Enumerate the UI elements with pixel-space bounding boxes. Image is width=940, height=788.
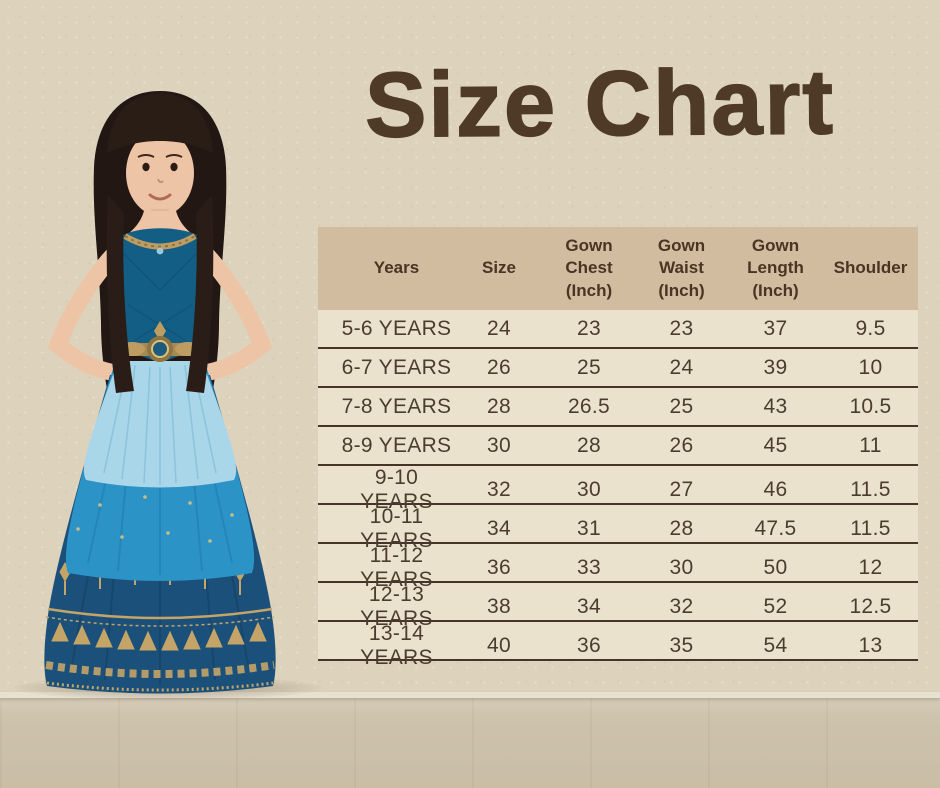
header-cell-chest: Gown Chest (Inch) [565, 236, 613, 300]
size-chart-table: Years Size Gown Chest (Inch) Gown Waist … [318, 227, 918, 669]
cell-chest: 33 [577, 556, 601, 579]
cell-years: 6-7 YEARS [341, 355, 452, 379]
cell-years: 8-9 YEARS [341, 433, 452, 457]
cell-size: 26 [487, 355, 511, 379]
cell-length: 50 [763, 556, 788, 579]
cell-shoulder: 11 [859, 433, 882, 457]
cell-length: 37 [763, 316, 788, 340]
cell-years: 9-10 YEARS [360, 466, 433, 513]
cell-length: 39 [763, 355, 788, 379]
cell-length: 47.5 [754, 517, 797, 540]
cell-waist: 27 [669, 478, 694, 501]
gown-skirt-light [83, 361, 237, 488]
table-row: 10-11 YEARS 34 31 28 47.5 11.5 [318, 505, 918, 552]
cell-shoulder: 12 [858, 556, 883, 579]
cell-size: 38 [487, 595, 511, 618]
cell-years: 7-8 YEARS [341, 394, 452, 418]
table-row: 11-12 YEARS 36 33 30 50 12 [318, 544, 918, 591]
table-row: 9-10 YEARS 32 30 27 46 11.5 [318, 466, 918, 513]
cell-years: 13-14 YEARS [360, 622, 433, 669]
cell-waist: 32 [669, 595, 694, 618]
cell-years: 11-12 YEARS [360, 544, 433, 591]
cell-size: 34 [487, 517, 511, 540]
cell-chest: 34 [577, 595, 601, 618]
gown-bodice [113, 211, 207, 363]
table-row: 6-7 YEARS 26 25 24 39 10 [318, 349, 918, 388]
header-cell-length: Gown Length (Inch) [747, 236, 804, 300]
cell-waist: 28 [669, 517, 694, 540]
header-cell-size: Size [481, 258, 517, 278]
cell-length: 52 [763, 595, 788, 618]
cell-shoulder: 11.5 [850, 478, 891, 501]
cell-size: 30 [487, 433, 511, 457]
cell-years: 12-13 YEARS [360, 583, 433, 630]
cell-length: 54 [763, 634, 788, 657]
cell-chest: 23 [577, 316, 601, 340]
cell-length: 43 [763, 394, 788, 418]
cell-size: 28 [487, 394, 511, 418]
floor [0, 692, 940, 788]
cell-size: 36 [487, 556, 511, 579]
cell-shoulder: 9.5 [855, 316, 886, 340]
cell-years: 10-11 YEARS [360, 505, 433, 552]
cell-waist: 25 [669, 394, 694, 418]
cell-chest: 31 [577, 517, 601, 540]
table-row: 5-6 YEARS 24 23 23 37 9.5 [318, 310, 918, 349]
girl-hair-front [106, 195, 214, 393]
cell-waist: 30 [669, 556, 694, 579]
header-cell-shoulder: Shoulder [833, 258, 908, 278]
table-row: 12-13 YEARS 38 34 32 52 12.5 [318, 583, 918, 630]
cell-shoulder: 10.5 [849, 394, 892, 418]
cell-size: 24 [487, 316, 511, 340]
cell-waist: 26 [669, 433, 694, 457]
cell-chest: 25 [577, 355, 601, 379]
cell-shoulder: 13 [858, 634, 883, 657]
cell-chest: 26.5 [567, 394, 611, 418]
cell-chest: 28 [577, 433, 601, 457]
page-title: Size Chart [364, 51, 836, 158]
girl-arms [48, 236, 272, 382]
cell-shoulder: 11.5 [850, 517, 891, 540]
table-header-row: Years Size Gown Chest (Inch) Gown Waist … [318, 227, 918, 310]
cell-shoulder: 10 [858, 355, 883, 379]
cell-chest: 36 [577, 634, 601, 657]
cell-waist: 24 [669, 355, 694, 379]
model-photo [44, 91, 276, 694]
table-row: 13-14 YEARS 40 36 35 54 13 [318, 622, 918, 669]
cell-size: 32 [487, 478, 511, 501]
cell-waist: 23 [669, 316, 694, 340]
cell-length: 45 [763, 433, 788, 457]
table-row: 7-8 YEARS 28 26.5 25 43 10.5 [318, 388, 918, 427]
cell-length: 46 [763, 478, 788, 501]
header-cell-waist: Gown Waist (Inch) [657, 236, 706, 300]
cell-shoulder: 12.5 [849, 595, 892, 618]
cell-chest: 30 [577, 478, 601, 501]
table-row: 8-9 YEARS 30 28 26 45 11 [318, 427, 918, 466]
cell-size: 40 [487, 634, 511, 657]
girl-bangs [107, 93, 213, 153]
cell-years: 5-6 YEARS [341, 316, 452, 340]
cell-waist: 35 [669, 634, 694, 657]
header-cell-years: Years [373, 258, 420, 278]
